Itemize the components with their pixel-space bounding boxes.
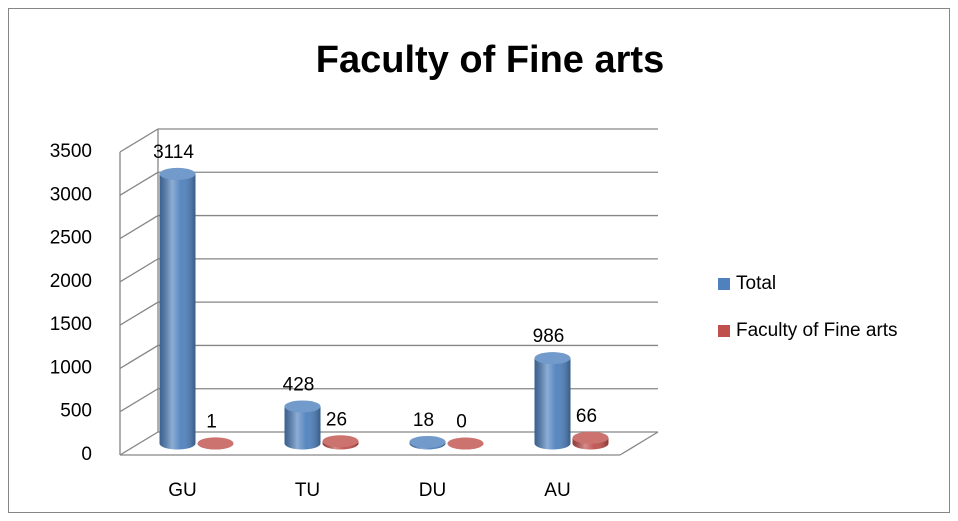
data-label: 986 bbox=[533, 326, 565, 347]
cylinder-shade bbox=[159, 173, 196, 450]
cylinder-shade bbox=[284, 406, 321, 450]
grid-line bbox=[119, 301, 658, 326]
data-label: 428 bbox=[283, 374, 315, 395]
bar bbox=[197, 437, 234, 450]
legend-swatch bbox=[718, 325, 730, 337]
x-tick-label: GU bbox=[168, 480, 197, 501]
cylinder-top-highlight bbox=[447, 437, 484, 450]
cylinder-top bbox=[159, 167, 196, 180]
data-label: 0 bbox=[456, 412, 467, 433]
cylinder-top-highlight bbox=[159, 167, 196, 180]
legend-swatch bbox=[718, 278, 730, 290]
y-tick-label: 3000 bbox=[50, 184, 92, 205]
y-tick-label: 1500 bbox=[50, 314, 92, 335]
bar bbox=[534, 352, 571, 450]
bar bbox=[572, 431, 609, 450]
cylinder-top bbox=[534, 352, 571, 365]
grid-line bbox=[119, 214, 658, 240]
x-tick-label: AU bbox=[544, 480, 570, 501]
cylinder-top-highlight bbox=[534, 352, 571, 365]
y-tick-label: 1000 bbox=[50, 357, 92, 378]
grid-line bbox=[119, 258, 658, 283]
y-tick-label: 2500 bbox=[50, 228, 92, 249]
grid-line bbox=[119, 431, 658, 456]
cylinder-top-highlight bbox=[322, 435, 359, 448]
bar bbox=[409, 435, 446, 450]
cylinder-top-highlight bbox=[409, 435, 446, 448]
cylinder-top bbox=[284, 400, 321, 413]
cylinder-top-highlight bbox=[284, 400, 321, 413]
grid-line bbox=[119, 128, 658, 153]
cylinder-top bbox=[197, 437, 234, 450]
x-tick-label: DU bbox=[419, 480, 446, 501]
y-tick-label: 3500 bbox=[50, 141, 92, 162]
bar bbox=[322, 435, 359, 450]
cylinder-top bbox=[322, 435, 359, 448]
cylinder-top bbox=[447, 437, 484, 450]
data-label: 18 bbox=[413, 410, 434, 431]
bar bbox=[447, 437, 484, 450]
chart-title: Faculty of Fine arts bbox=[316, 39, 664, 81]
data-label: 66 bbox=[576, 406, 597, 427]
grid-line bbox=[119, 171, 658, 196]
cylinder-top bbox=[409, 435, 446, 448]
data-label: 1 bbox=[206, 411, 217, 432]
grid-line bbox=[119, 344, 658, 369]
cylinder-top-highlight bbox=[197, 437, 234, 450]
cylinder-shade bbox=[534, 358, 571, 450]
legend-label: Total bbox=[736, 273, 776, 294]
legend-label: Faculty of Fine arts bbox=[736, 320, 898, 341]
data-label: 3114 bbox=[153, 142, 194, 163]
cylinder-top-highlight bbox=[572, 431, 609, 444]
floor-right bbox=[619, 431, 659, 456]
cylinder-top bbox=[572, 431, 609, 444]
y-tick-label: 2000 bbox=[50, 271, 92, 292]
bar bbox=[284, 400, 321, 450]
bar bbox=[159, 167, 196, 450]
data-label: 26 bbox=[326, 409, 347, 430]
x-tick-label: TU bbox=[295, 480, 320, 501]
grid-line bbox=[119, 388, 658, 413]
y-tick-label: 0 bbox=[81, 444, 92, 465]
y-tick-label: 500 bbox=[60, 401, 92, 422]
